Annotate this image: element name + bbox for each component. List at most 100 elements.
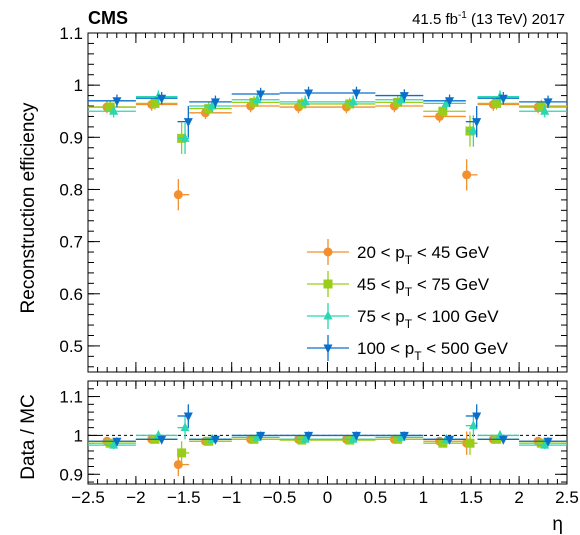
ytick-label: 0.5 — [59, 337, 83, 356]
lumi-value: 41.5 fb — [412, 11, 458, 28]
data-point — [180, 132, 190, 142]
xtick-label: 0 — [323, 488, 332, 507]
cms-label: CMS — [88, 8, 128, 28]
data-point — [445, 97, 455, 107]
legend-label-sub: T — [405, 285, 413, 299]
data-point — [468, 125, 478, 135]
legend-label-pre: 100 < p — [357, 339, 414, 358]
data-point — [183, 412, 193, 422]
legend-label-post: < 100 GeV — [412, 307, 499, 326]
data-point — [438, 438, 448, 448]
ytick-label: 0.7 — [59, 233, 83, 252]
data-point — [396, 94, 406, 104]
data-point — [112, 437, 122, 447]
data-point — [536, 438, 546, 448]
ytick-label: 1 — [74, 426, 83, 445]
top-ylabel: Reconstruction efficiency — [18, 102, 39, 313]
data-point — [498, 435, 508, 445]
data-point — [210, 435, 220, 445]
xtick-label: 0.5 — [364, 488, 388, 507]
legend-label: 75 < pT < 100 GeV — [357, 307, 499, 331]
xtick-label: −2.5 — [71, 488, 105, 507]
lumi-exponent: -1 — [458, 10, 467, 21]
xtick-label: −1 — [222, 488, 241, 507]
xtick-label: −1.5 — [167, 488, 201, 507]
legend-label: 20 < pT < 45 GeV — [357, 243, 490, 267]
data-point — [399, 92, 409, 102]
ytick-label: 1.1 — [59, 24, 83, 43]
legend-label: 45 < pT < 75 GeV — [357, 275, 490, 299]
legend-label-sub: T — [405, 253, 413, 267]
legend-label-pre: 75 < p — [357, 307, 405, 326]
legend-marker — [323, 344, 333, 354]
data-point — [105, 102, 115, 112]
data-point — [256, 90, 266, 100]
data-point — [252, 94, 262, 104]
legend-label-pre: 20 < p — [357, 243, 405, 262]
data-point — [438, 106, 448, 116]
data-point — [150, 98, 160, 108]
xtick-label: 1.5 — [459, 488, 483, 507]
ytick-label: 1 — [74, 76, 83, 95]
data-point — [180, 422, 190, 432]
ratio-panel: 0.9 1 1.1 −2.5 −2 −1.5 −1 −0.5 0 0.5 1 1.5 2 2.5 — [59, 380, 579, 507]
legend-label: 100 < pT < 500 GeV — [357, 339, 509, 363]
data-point — [351, 431, 361, 441]
data-point — [105, 438, 115, 448]
data-point — [177, 448, 187, 458]
legend-marker — [323, 310, 333, 320]
data-point — [300, 433, 310, 443]
ytick-label: 0.9 — [59, 465, 83, 484]
legend-label-pre: 45 < p — [357, 275, 405, 294]
xtick-label: 2.5 — [555, 488, 579, 507]
efficiency-panel: 0.5 0.6 0.7 0.8 0.9 1 1.1 — [59, 24, 568, 373]
legend-label-sub: T — [414, 349, 422, 363]
lumi-rest: (13 TeV) 2017 — [467, 11, 565, 28]
data-point — [173, 190, 183, 200]
data-point — [157, 435, 167, 445]
bottom-ylabel: Data / MC — [18, 394, 39, 480]
legend-label-post: < 75 GeV — [412, 275, 490, 294]
legend-label-post: < 500 GeV — [422, 339, 509, 358]
data-point — [498, 94, 508, 104]
legend-marker — [323, 279, 333, 289]
ytick-label: 0.8 — [59, 180, 83, 199]
data-point — [543, 98, 553, 108]
data-point — [304, 89, 314, 99]
data-point — [304, 431, 314, 441]
data-point — [540, 105, 550, 115]
data-point — [345, 435, 355, 445]
data-point — [441, 97, 451, 107]
xtick-label: −2 — [126, 488, 145, 507]
data-point — [173, 460, 183, 470]
data-point — [399, 431, 409, 441]
data-point — [472, 412, 482, 422]
xtick-label: 1 — [419, 488, 428, 507]
data-point — [183, 118, 193, 128]
data-point — [157, 94, 167, 104]
data-point — [210, 98, 220, 108]
bottom-frame — [87, 380, 568, 485]
xtick-label: 2 — [514, 488, 523, 507]
ytick-label: 0.6 — [59, 285, 83, 304]
legend-marker — [323, 247, 333, 257]
data-point — [536, 101, 546, 111]
data-point — [445, 435, 455, 445]
ytick-label: 0.9 — [59, 128, 83, 147]
data-point — [348, 96, 358, 106]
data-point — [468, 420, 478, 430]
data-point — [300, 96, 310, 106]
data-point — [207, 100, 217, 110]
data-point — [462, 170, 472, 180]
x-axis-title: η — [552, 514, 563, 535]
legend-label-post: < 45 GeV — [412, 243, 490, 262]
ytick-label: 1.1 — [59, 388, 83, 407]
lumi-label: 41.5 fb-1 (13 TeV) 2017 — [412, 10, 565, 28]
data-point — [112, 97, 122, 107]
data-point — [256, 431, 266, 441]
data-point — [492, 98, 502, 108]
data-point — [109, 105, 119, 115]
data-point — [540, 439, 550, 449]
